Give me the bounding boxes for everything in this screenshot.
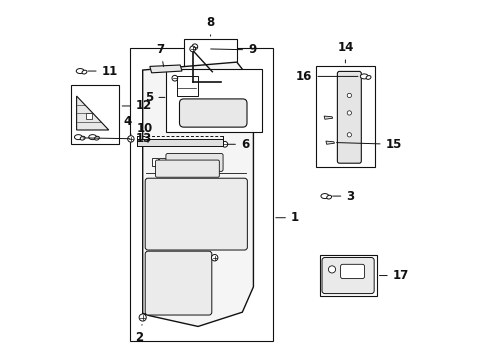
Text: 16: 16 bbox=[295, 70, 357, 83]
Ellipse shape bbox=[74, 135, 82, 140]
FancyBboxPatch shape bbox=[340, 264, 364, 279]
Text: 13: 13 bbox=[83, 132, 151, 145]
Text: 4: 4 bbox=[123, 114, 131, 135]
FancyBboxPatch shape bbox=[155, 160, 219, 177]
Polygon shape bbox=[324, 116, 332, 119]
Circle shape bbox=[222, 141, 227, 147]
Bar bbox=[176, 76, 198, 96]
PathPatch shape bbox=[142, 62, 253, 327]
Text: 15: 15 bbox=[336, 138, 401, 151]
Ellipse shape bbox=[320, 194, 328, 199]
Circle shape bbox=[328, 266, 335, 273]
Polygon shape bbox=[77, 96, 108, 130]
Circle shape bbox=[346, 133, 351, 137]
FancyBboxPatch shape bbox=[179, 99, 246, 127]
Ellipse shape bbox=[360, 74, 367, 79]
Bar bbox=[183, 39, 237, 89]
Text: 2: 2 bbox=[135, 324, 143, 344]
Text: 12: 12 bbox=[122, 99, 151, 112]
Text: 5: 5 bbox=[145, 91, 164, 104]
Bar bbox=[165, 69, 262, 132]
FancyBboxPatch shape bbox=[145, 178, 247, 250]
Ellipse shape bbox=[88, 135, 97, 140]
FancyBboxPatch shape bbox=[322, 257, 373, 294]
Text: 8: 8 bbox=[206, 16, 214, 36]
Text: 10: 10 bbox=[136, 122, 152, 143]
Circle shape bbox=[189, 46, 195, 52]
FancyBboxPatch shape bbox=[165, 153, 223, 171]
Ellipse shape bbox=[82, 70, 87, 74]
Polygon shape bbox=[149, 65, 182, 73]
Circle shape bbox=[346, 93, 351, 98]
Bar bbox=[130, 48, 272, 341]
Ellipse shape bbox=[80, 136, 85, 140]
Bar bbox=[71, 85, 119, 144]
Ellipse shape bbox=[326, 195, 331, 199]
Circle shape bbox=[127, 136, 134, 142]
Text: 6: 6 bbox=[227, 138, 249, 151]
Circle shape bbox=[172, 75, 177, 81]
Bar bbox=[137, 139, 223, 146]
Polygon shape bbox=[325, 141, 334, 144]
Circle shape bbox=[211, 255, 218, 261]
Bar bbox=[315, 66, 374, 167]
Circle shape bbox=[346, 111, 351, 115]
Bar bbox=[151, 158, 157, 166]
Text: 3: 3 bbox=[332, 190, 354, 203]
Ellipse shape bbox=[366, 76, 370, 79]
Bar bbox=[319, 255, 376, 296]
Text: 14: 14 bbox=[337, 41, 353, 63]
Ellipse shape bbox=[94, 136, 99, 140]
Text: 17: 17 bbox=[379, 269, 408, 282]
Circle shape bbox=[192, 44, 197, 50]
Text: 9: 9 bbox=[210, 44, 256, 57]
Text: 1: 1 bbox=[275, 211, 299, 224]
Ellipse shape bbox=[76, 68, 84, 73]
Text: 7: 7 bbox=[156, 43, 164, 67]
Bar bbox=[159, 158, 165, 166]
Text: 11: 11 bbox=[88, 64, 118, 77]
Bar bbox=[85, 113, 92, 119]
Circle shape bbox=[139, 314, 146, 321]
FancyBboxPatch shape bbox=[145, 251, 211, 315]
FancyBboxPatch shape bbox=[337, 71, 361, 163]
